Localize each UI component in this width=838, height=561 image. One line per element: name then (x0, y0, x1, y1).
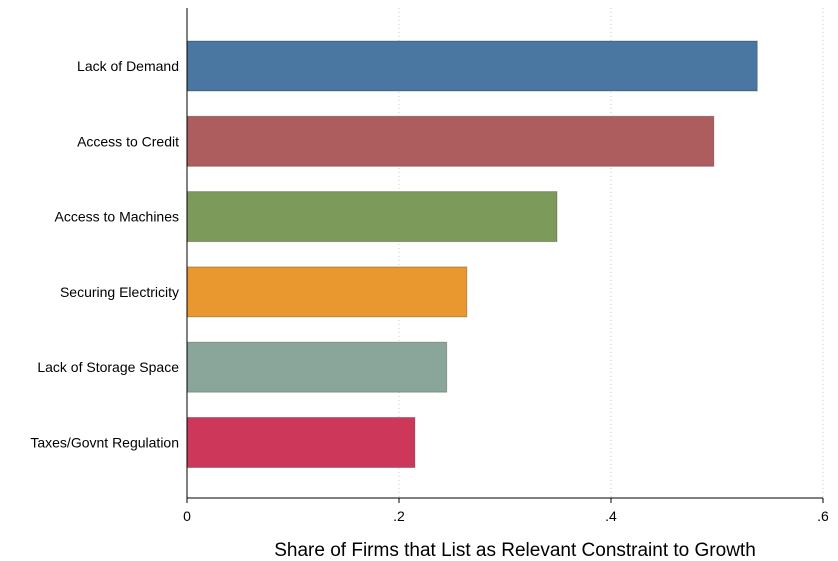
category-label: Taxes/Govnt Regulation (30, 435, 179, 451)
category-label: Access to Machines (55, 209, 180, 225)
bar (186, 191, 558, 243)
x-tick-label: .6 (817, 508, 829, 524)
category-label: Lack of Demand (77, 58, 179, 74)
x-axis-title: Share of Firms that List as Relevant Con… (274, 540, 756, 561)
category-label: Lack of Storage Space (37, 359, 179, 375)
gridlines (398, 8, 824, 498)
x-tick-label: .4 (605, 508, 617, 524)
bar (186, 417, 416, 468)
bar (186, 266, 468, 318)
bar (186, 115, 715, 167)
x-tick-label: 0 (183, 508, 191, 524)
bar (186, 40, 758, 92)
bars (186, 40, 758, 468)
category-label: Securing Electricity (60, 284, 179, 300)
category-labels: Lack of Demand Access to Credit Access to … (30, 58, 179, 451)
x-axis-ticks: 0 .2 .4 .6 (183, 498, 829, 524)
x-tick-label: .2 (393, 508, 405, 524)
bar (186, 341, 448, 393)
category-label: Access to Credit (77, 133, 179, 149)
